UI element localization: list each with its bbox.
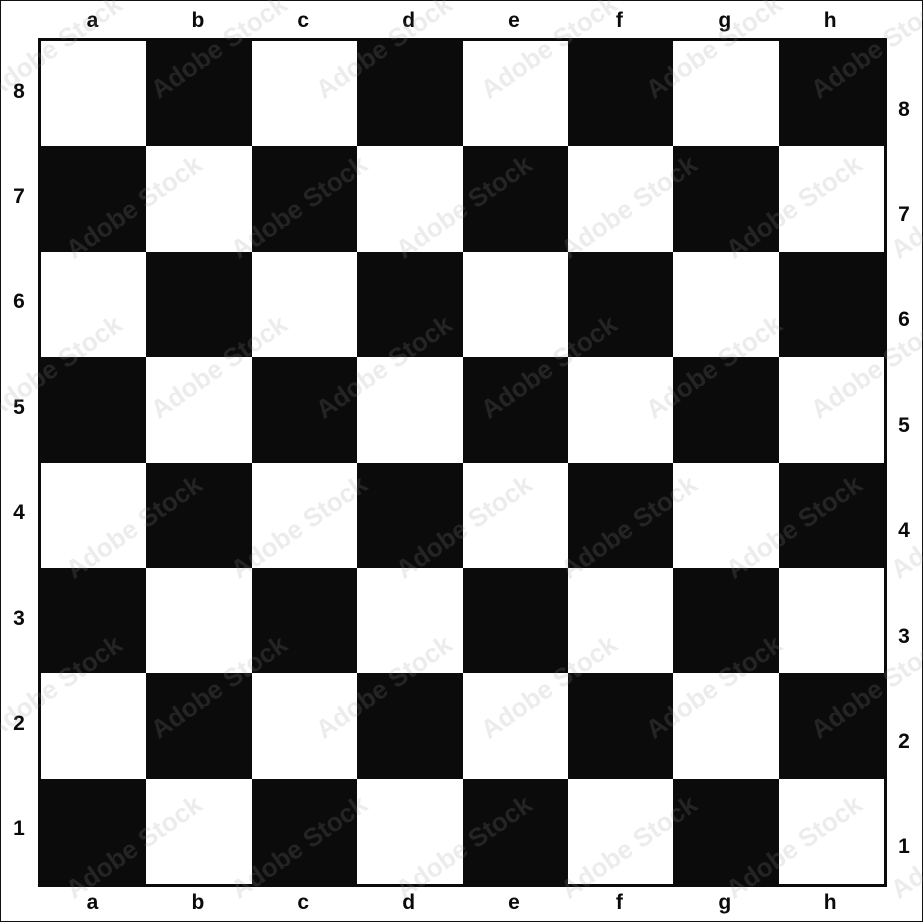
square-b7[interactable] — [146, 146, 252, 252]
square-a5[interactable] — [41, 357, 147, 463]
square-b4[interactable] — [146, 462, 252, 568]
rank-label-left-4: 4 — [13, 501, 25, 525]
square-h7[interactable] — [778, 146, 884, 252]
file-label-top-h: h — [823, 9, 837, 32]
file-label-bottom-a: a — [86, 891, 99, 914]
square-c5[interactable] — [251, 357, 358, 463]
square-b2[interactable] — [146, 673, 252, 779]
square-h1[interactable] — [778, 778, 884, 884]
square-f2[interactable] — [567, 673, 674, 779]
rank-label-left-1: 1 — [13, 817, 25, 841]
square-h3[interactable] — [778, 567, 884, 674]
square-e2[interactable] — [462, 673, 568, 779]
file-label-bottom-e: e — [508, 891, 520, 914]
square-a6[interactable] — [41, 251, 147, 358]
square-f7[interactable] — [567, 146, 674, 252]
square-f5[interactable] — [567, 357, 674, 463]
square-h2[interactable] — [778, 673, 884, 779]
rank-label-right-5: 5 — [898, 413, 910, 437]
rank-label-right-6: 6 — [898, 308, 910, 332]
square-f8[interactable] — [567, 41, 674, 147]
square-h4[interactable] — [778, 462, 884, 568]
square-a1[interactable] — [41, 778, 147, 884]
square-g8[interactable] — [673, 41, 779, 147]
square-d1[interactable] — [357, 778, 463, 884]
square-g1[interactable] — [673, 778, 779, 884]
file-label-bottom-d: d — [402, 891, 416, 914]
square-g4[interactable] — [673, 462, 779, 568]
file-label-top-e: e — [508, 9, 520, 32]
square-h8[interactable] — [778, 41, 884, 147]
file-label-bottom-c: c — [297, 891, 310, 914]
square-c2[interactable] — [251, 673, 358, 779]
square-f3[interactable] — [567, 567, 674, 674]
file-label-bottom-h: h — [823, 891, 837, 914]
square-c6[interactable] — [251, 251, 358, 358]
rank-label-left-2: 2 — [13, 711, 25, 735]
file-label-top-a: a — [86, 9, 99, 32]
file-label-bottom-f: f — [615, 891, 623, 914]
square-d8[interactable] — [357, 41, 463, 147]
file-label-bottom-b: b — [191, 891, 205, 914]
square-b6[interactable] — [146, 251, 252, 358]
rank-label-left-8: 8 — [13, 79, 25, 103]
square-e8[interactable] — [462, 41, 568, 147]
file-label-top-f: f — [615, 9, 623, 32]
square-a7[interactable] — [41, 146, 147, 252]
square-c4[interactable] — [251, 462, 358, 568]
square-h5[interactable] — [778, 357, 884, 463]
rank-label-left-5: 5 — [13, 395, 25, 419]
rank-label-right-3: 3 — [898, 624, 910, 648]
rank-label-left-7: 7 — [13, 185, 25, 209]
rank-label-right-8: 8 — [898, 97, 910, 121]
square-e7[interactable] — [462, 146, 568, 252]
square-g7[interactable] — [673, 146, 779, 252]
square-f4[interactable] — [567, 462, 674, 568]
square-d2[interactable] — [357, 673, 463, 779]
rank-label-left-3: 3 — [13, 606, 25, 630]
file-label-bottom-g: g — [718, 891, 732, 914]
square-g2[interactable] — [673, 673, 779, 779]
rank-label-right-2: 2 — [898, 729, 910, 753]
square-a2[interactable] — [41, 673, 147, 779]
square-a3[interactable] — [41, 567, 147, 674]
square-h6[interactable] — [778, 251, 884, 358]
square-c3[interactable] — [251, 567, 358, 674]
square-d7[interactable] — [357, 146, 463, 252]
square-d6[interactable] — [357, 251, 463, 358]
square-e5[interactable] — [462, 357, 568, 463]
rank-label-right-1: 1 — [898, 835, 910, 859]
file-label-top-g: g — [718, 9, 732, 32]
square-a8[interactable] — [41, 41, 147, 147]
chessboard[interactable] — [38, 38, 887, 887]
square-d4[interactable] — [357, 462, 463, 568]
square-d3[interactable] — [357, 567, 463, 674]
square-g6[interactable] — [673, 251, 779, 358]
square-a4[interactable] — [41, 462, 147, 568]
square-f6[interactable] — [567, 251, 674, 358]
square-b1[interactable] — [146, 778, 252, 884]
file-label-top-b: b — [191, 9, 205, 32]
square-b3[interactable] — [146, 567, 252, 674]
file-label-top-c: c — [297, 9, 310, 32]
square-e4[interactable] — [462, 462, 568, 568]
square-b5[interactable] — [146, 357, 252, 463]
square-c8[interactable] — [251, 41, 358, 147]
file-label-top-d: d — [402, 9, 416, 32]
rank-label-right-4: 4 — [898, 519, 910, 543]
square-e3[interactable] — [462, 567, 568, 674]
square-f1[interactable] — [567, 778, 674, 884]
square-b8[interactable] — [146, 41, 252, 147]
rank-label-left-6: 6 — [13, 290, 25, 314]
square-d5[interactable] — [357, 357, 463, 463]
square-c7[interactable] — [251, 146, 358, 252]
square-g3[interactable] — [673, 567, 779, 674]
square-c1[interactable] — [251, 778, 358, 884]
rank-label-right-7: 7 — [898, 203, 910, 227]
square-g5[interactable] — [673, 357, 779, 463]
square-e6[interactable] — [462, 251, 568, 358]
square-e1[interactable] — [462, 778, 568, 884]
